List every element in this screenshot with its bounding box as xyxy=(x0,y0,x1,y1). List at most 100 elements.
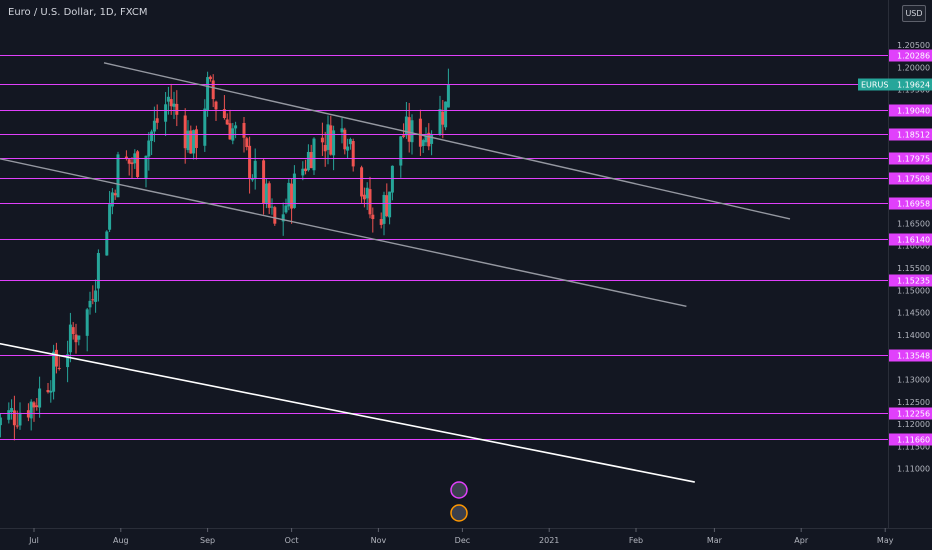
candle-body xyxy=(54,349,58,367)
trend-lines-group xyxy=(0,62,791,483)
level-label: 1.17508 xyxy=(897,175,930,184)
candle-body xyxy=(312,138,316,171)
chart-title: Euro / U.S. Dollar, 1D, FXCM xyxy=(8,7,148,18)
candle-body xyxy=(304,168,308,172)
candle-body xyxy=(371,214,375,220)
level-label-box xyxy=(889,152,932,165)
candle-body xyxy=(267,183,271,208)
price-tick-label: 1.14500 xyxy=(897,309,930,318)
price-tick-label: 1.11000 xyxy=(897,465,930,474)
candle-body xyxy=(96,253,100,289)
candle-body xyxy=(136,151,140,177)
candle-body xyxy=(360,167,364,197)
candle-body xyxy=(172,103,176,107)
candle-body xyxy=(214,101,218,110)
candle-body xyxy=(421,140,425,147)
time-axis[interactable]: Jul Aug Sep Oct Nov Dec 2021 Feb Mar Apr May xyxy=(28,528,894,545)
candle-body xyxy=(385,195,389,217)
candle-body xyxy=(68,324,72,353)
candle-body xyxy=(155,118,159,123)
level-label: 1.12256 xyxy=(897,410,930,419)
candle-body xyxy=(346,146,350,151)
candle-body xyxy=(379,219,383,225)
level-labels-group: 1.202861.196361.190401.185121.179751.175… xyxy=(889,49,932,446)
candle-body xyxy=(124,156,128,159)
symbol-label: EURUSD xyxy=(861,81,895,90)
candle-body xyxy=(110,192,114,207)
candle-body xyxy=(144,155,148,179)
candle-body xyxy=(446,84,450,108)
candle-body xyxy=(234,125,238,129)
candle-body xyxy=(49,390,53,393)
candle-body xyxy=(323,144,327,152)
candle-body xyxy=(399,136,403,166)
currency-button[interactable]: USD xyxy=(902,5,926,22)
candle-body xyxy=(164,104,168,122)
candle-body xyxy=(430,134,434,144)
candle-body xyxy=(407,117,411,142)
level-label: 1.16140 xyxy=(897,236,930,245)
symbol-label-box xyxy=(858,78,890,91)
candle-body xyxy=(169,99,173,107)
candle-body xyxy=(77,335,81,340)
candle-body xyxy=(320,137,324,143)
candle-body xyxy=(94,290,98,302)
trend-line[interactable] xyxy=(0,342,695,483)
level-label-box xyxy=(889,433,932,446)
price-tick-label: 1.20000 xyxy=(897,63,930,72)
horizontal-levels-group xyxy=(0,55,888,440)
price-tick-label: 1.12500 xyxy=(897,398,930,407)
candle-body xyxy=(108,204,112,230)
candle-body xyxy=(15,425,19,427)
candle-body xyxy=(150,131,154,141)
trend-line[interactable] xyxy=(103,62,791,220)
level-label-box xyxy=(889,233,932,246)
candle-body xyxy=(46,389,50,393)
candle-body xyxy=(32,402,36,408)
time-tick-label: 2021 xyxy=(539,536,559,545)
candle-body xyxy=(105,231,109,256)
candle-body xyxy=(365,187,369,199)
candle-body xyxy=(175,103,179,115)
candle-body xyxy=(329,125,333,155)
candles-group xyxy=(0,68,450,441)
candle-body xyxy=(192,130,196,154)
level-label: 1.18512 xyxy=(897,131,930,140)
candle-body xyxy=(66,354,70,368)
time-tick-label: Oct xyxy=(285,536,299,545)
candle-body xyxy=(186,130,190,151)
candle-body xyxy=(203,108,207,146)
candle-body xyxy=(57,367,61,369)
candle-body xyxy=(189,130,193,154)
candle-body xyxy=(225,119,229,125)
candle-body xyxy=(362,194,366,200)
price-tick-label: 1.20500 xyxy=(897,41,930,50)
candle-body xyxy=(284,205,288,213)
candle-body xyxy=(127,159,131,164)
level-label-box xyxy=(889,172,932,185)
economic-event-icon[interactable] xyxy=(450,481,468,499)
candle-body xyxy=(71,327,75,335)
candle-body xyxy=(270,206,274,208)
current-price-label: 1.19624 xyxy=(897,81,930,90)
candle-body xyxy=(85,309,89,336)
candle-body xyxy=(351,140,355,167)
candle-body xyxy=(273,207,277,224)
candle-body xyxy=(35,405,39,408)
candle-body xyxy=(404,116,408,136)
candle-body xyxy=(38,388,42,408)
candle-body xyxy=(166,96,170,102)
flag-event-icon[interactable] xyxy=(450,504,468,522)
level-label: 1.15235 xyxy=(897,277,930,286)
candle-body xyxy=(438,109,442,135)
candle-body xyxy=(147,140,151,157)
candle-body xyxy=(340,128,344,133)
level-label-box xyxy=(889,349,932,362)
price-tick-label: 1.12000 xyxy=(897,420,930,429)
candle-body xyxy=(281,214,285,222)
event-icons[interactable] xyxy=(450,481,468,522)
trend-line[interactable] xyxy=(0,157,687,308)
candle-body xyxy=(248,145,252,179)
